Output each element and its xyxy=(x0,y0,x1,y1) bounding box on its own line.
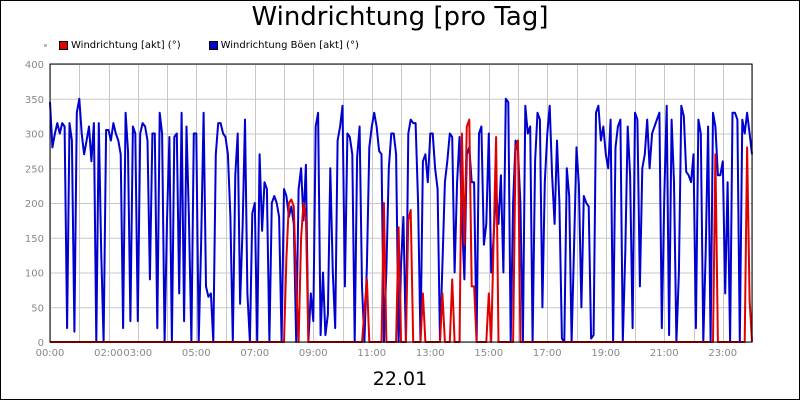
x-tick-label: 03:00 xyxy=(123,348,152,359)
y-tick-label: 300 xyxy=(25,130,44,141)
x-tick-label: 13:00 xyxy=(416,348,445,359)
legend-swatch-boeen xyxy=(208,40,218,50)
legend-item-windrichtung: Windrichtung [akt] (°) xyxy=(59,40,181,51)
x-tick-label: 11:00 xyxy=(357,348,386,359)
legend-swatch-windrichtung xyxy=(59,40,68,50)
y-tick-label: 250 xyxy=(25,164,44,175)
legend-marker-icon xyxy=(44,43,47,47)
x-tick-label: 05:00 xyxy=(182,348,211,359)
x-tick-label: 17:00 xyxy=(533,348,562,359)
series-line-boeen xyxy=(49,97,753,343)
y-tick-label: 100 xyxy=(25,269,44,280)
x-axis-label: 22.01 xyxy=(372,368,428,390)
y-tick-label: 400 xyxy=(25,60,44,71)
legend-label-windrichtung: Windrichtung [akt] (°) xyxy=(71,39,181,51)
y-tick-label: 0 xyxy=(38,338,44,349)
y-tick-label: 150 xyxy=(25,234,44,245)
x-tick-label: 21:00 xyxy=(650,348,679,359)
x-tick-label: 00:00 xyxy=(36,348,65,359)
plot-border xyxy=(49,63,753,343)
x-tick-label: 19:00 xyxy=(591,348,620,359)
x-tick-label: 15:00 xyxy=(474,348,503,359)
axis-layer: 0 50 100 150 200 250 300 350 400 00:00 02:00 03:00 0… xyxy=(25,60,753,359)
y-tick-label: 350 xyxy=(25,95,44,106)
y-tick-label: 50 xyxy=(31,303,44,314)
x-tick-label: 23:00 xyxy=(708,348,737,359)
chart-title: Windrichtung [pro Tag] xyxy=(251,2,549,32)
x-tick-label: 07:00 xyxy=(240,348,269,359)
legend-label-boeen: Windrichtung Böen [akt] (°) xyxy=(220,39,359,51)
x-tick-label: 09:00 xyxy=(299,348,328,359)
legend: Windrichtung [akt] (°) Windrichtung Böen… xyxy=(44,38,387,52)
y-tick-label: 200 xyxy=(25,199,44,210)
x-tick-label: 02:00 xyxy=(94,348,123,359)
legend-item-boeen: Windrichtung Böen [akt] (°) xyxy=(208,39,359,51)
